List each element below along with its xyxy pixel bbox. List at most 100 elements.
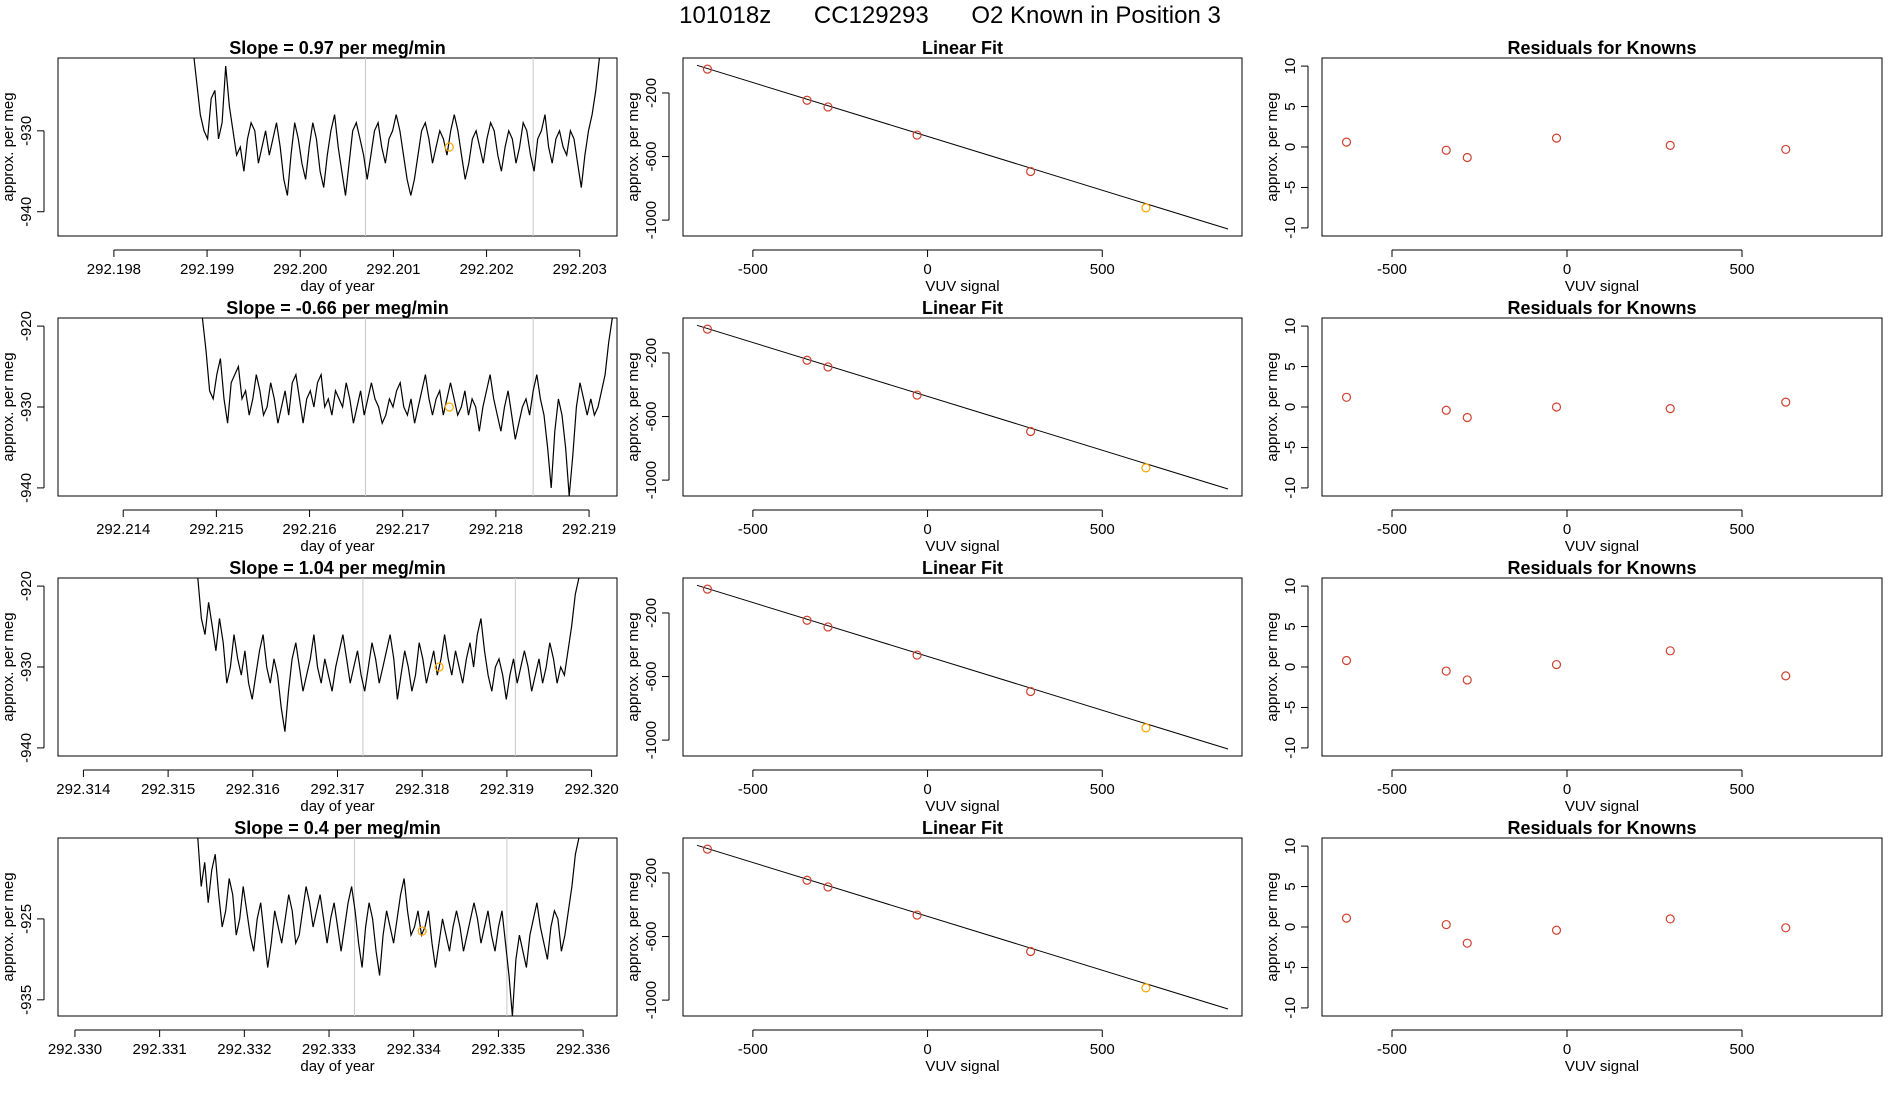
x-tick-label: 500 <box>1729 521 1754 538</box>
x-tick-label: 292.331 <box>133 1041 187 1058</box>
y-tick-label: -935 <box>18 985 35 1015</box>
y-tick-label: -10 <box>1282 217 1299 239</box>
timeseries-panel-4: Slope = 0.4 per meg/min 292.330 292.331 292… <box>0 818 618 1075</box>
residual-point <box>1341 655 1352 666</box>
y-tick-label: 10 <box>1282 578 1299 595</box>
y-axis-label: approx. per meg <box>625 352 642 461</box>
chart-title: Residuals for Knowns <box>1507 298 1696 318</box>
x-tick-label: 292.317 <box>310 781 364 798</box>
chart-title: Slope = 1.04 per meg/min <box>229 558 446 578</box>
residual-point <box>1462 412 1472 423</box>
y-tick-label: -600 <box>643 922 660 952</box>
y-tick-label: -600 <box>643 662 660 692</box>
x-tick-label: 500 <box>1729 261 1754 278</box>
residual-point <box>1781 671 1791 681</box>
y-tick-label: 0 <box>1282 143 1299 151</box>
plot-frame <box>682 577 1243 757</box>
x-tick-label: 292.332 <box>217 1041 271 1058</box>
plot-frame <box>1321 317 1883 497</box>
x-axis-label: VUV signal <box>1565 538 1639 555</box>
x-tick-label: 292.217 <box>376 521 430 538</box>
x-tick-label: 292.336 <box>556 1041 610 1058</box>
fit-panel-4: Linear Fit -500 0 500 VUV signal -200 -600 -100… <box>625 818 1243 1075</box>
residual-point <box>1665 404 1675 414</box>
x-tick-label: -500 <box>738 781 768 798</box>
x-tick-label: 500 <box>1729 1041 1754 1058</box>
y-tick-label: -10 <box>1282 737 1299 759</box>
x-tick-label: 292.214 <box>96 521 150 538</box>
y-tick-label: 10 <box>1282 58 1299 75</box>
x-tick-label: 292.218 <box>469 521 523 538</box>
timeseries-panel-3: Slope = 1.04 per meg/min 292.314 292.315 29… <box>0 558 619 815</box>
y-axis-label: approx. per meg <box>1264 872 1281 981</box>
residual-point <box>1462 675 1472 685</box>
x-tick-label: 500 <box>1729 781 1754 798</box>
y-tick-label: -1000 <box>643 461 660 499</box>
fit-point <box>912 910 922 920</box>
residual-point <box>1781 397 1791 407</box>
fit-point <box>702 64 713 74</box>
fit-point <box>912 650 922 660</box>
x-axis-label: VUV signal <box>1565 798 1639 815</box>
x-tick-label: 0 <box>1563 781 1571 798</box>
residual-point <box>1341 913 1352 923</box>
y-tick-label: 5 <box>1282 362 1299 370</box>
x-axis-label: VUV signal <box>925 798 999 815</box>
chart-title: Residuals for Knowns <box>1507 558 1696 578</box>
y-axis-label: approx. per meg <box>625 92 642 201</box>
y-tick-label: -930 <box>18 652 35 682</box>
title-cylinder-id: CC129293 <box>813 2 929 29</box>
y-tick-label: -200 <box>643 338 660 368</box>
residual-point <box>1441 405 1451 415</box>
signal-trace <box>197 578 580 732</box>
plot-frame <box>1321 837 1883 1017</box>
y-tick-label: -5 <box>1282 961 1299 974</box>
x-tick-label: 292.200 <box>273 261 327 278</box>
data-marks <box>193 58 601 236</box>
y-tick-label: -5 <box>1282 701 1299 714</box>
figure-title: 101018z CC129293 O2 Known in Position 3 <box>0 2 1900 30</box>
residuals-panel-1: Residuals for Knowns -500 0 500 VUV signal 10… <box>1264 38 1883 295</box>
residual-point <box>1462 938 1472 948</box>
x-tick-label: 292.335 <box>471 1041 525 1058</box>
x-tick-label: 0 <box>923 261 931 278</box>
y-axis-label: approx. per meg <box>0 612 17 721</box>
chart-title: Linear Fit <box>922 818 1003 838</box>
x-tick-label: 292.334 <box>387 1041 441 1058</box>
y-tick-label: -1000 <box>643 981 660 1019</box>
fit-point <box>1141 463 1151 473</box>
signal-trace <box>193 58 601 196</box>
x-tick-label: 292.320 <box>564 781 618 798</box>
title-timestamp: 101018z <box>679 2 772 29</box>
fit-point <box>823 882 833 892</box>
y-tick-label: -925 <box>18 904 35 934</box>
y-tick-label: -600 <box>643 402 660 432</box>
chart-title: Residuals for Knowns <box>1507 38 1696 58</box>
y-tick-label: -10 <box>1282 477 1299 499</box>
x-tick-label: 0 <box>1563 1041 1571 1058</box>
residuals-panel-2: Residuals for Knowns -500 0 500 VUV signal 10… <box>1264 298 1883 555</box>
x-tick-label: -500 <box>738 261 768 278</box>
plot-frame <box>1321 57 1883 237</box>
residual-point <box>1441 145 1451 155</box>
y-tick-label: -5 <box>1282 181 1299 194</box>
x-axis-label: VUV signal <box>1565 278 1639 295</box>
y-tick-label: 0 <box>1282 663 1299 671</box>
residual-point <box>1781 923 1791 933</box>
x-axis-label: day of year <box>300 278 374 295</box>
y-tick-label: -10 <box>1282 997 1299 1019</box>
fit-point <box>912 390 922 400</box>
data-marks <box>1341 913 1791 948</box>
chart-title: Slope = 0.97 per meg/min <box>229 38 446 58</box>
x-tick-label: 292.314 <box>56 781 110 798</box>
plot-frame <box>57 57 618 237</box>
residual-point <box>1665 140 1675 150</box>
fit-point <box>912 130 922 140</box>
data-marks <box>696 64 1229 230</box>
x-tick-label: 500 <box>1090 1041 1115 1058</box>
residual-point <box>1665 646 1675 656</box>
y-tick-label: 5 <box>1282 882 1299 890</box>
fit-panel-1: Linear Fit -500 0 500 VUV signal -200 -600 -100… <box>625 38 1243 295</box>
known-mean-point <box>444 142 454 152</box>
y-axis-label: approx. per meg <box>0 92 17 201</box>
